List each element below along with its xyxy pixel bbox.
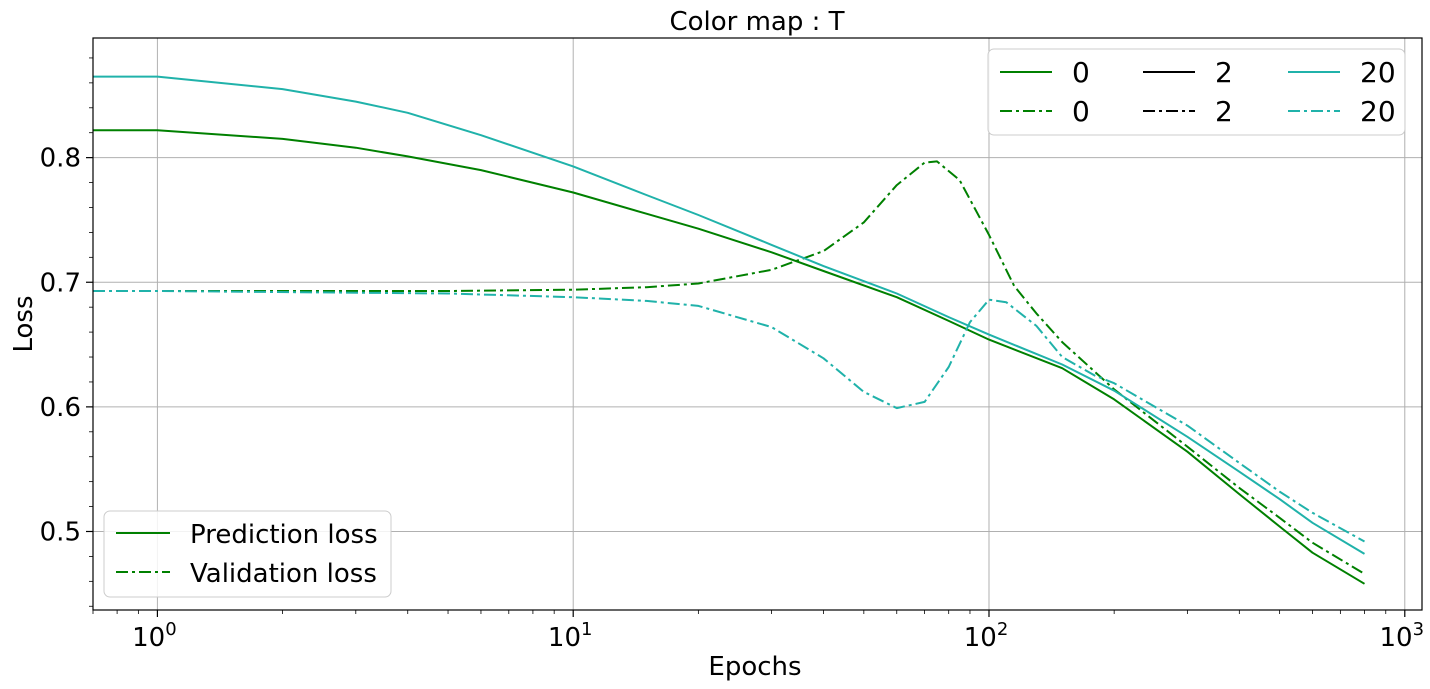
x-tick-label: 100 xyxy=(132,619,177,653)
series-legend: 0 0 2 2 20 20 xyxy=(987,48,1406,136)
style-legend-label: Validation loss xyxy=(190,559,377,589)
series-line-20-prediction xyxy=(93,75,1366,555)
legend-label: 0 xyxy=(1072,95,1090,128)
x-tick-label: 103 xyxy=(1380,619,1425,653)
legend-label: 20 xyxy=(1360,95,1396,128)
y-tick-label: 0.6 xyxy=(40,393,81,423)
series-line-0-validation xyxy=(93,160,1366,575)
x-axis-label: Epochs xyxy=(708,652,801,682)
line-style-legend: Prediction loss Validation loss xyxy=(103,510,392,598)
series-line-20-validation xyxy=(93,290,1365,543)
plot-area-frame xyxy=(92,37,1423,611)
x-tick-label: 102 xyxy=(964,619,1009,653)
legend-label: 0 xyxy=(1072,56,1090,89)
y-axis-label: Loss xyxy=(9,295,39,352)
series-line-0-prediction xyxy=(93,129,1366,585)
legend-label: 2 xyxy=(1215,95,1233,128)
x-tick-label: 101 xyxy=(548,619,593,653)
legend-label: 20 xyxy=(1360,56,1396,89)
y-tick-label: 0.5 xyxy=(40,517,81,547)
style-legend-label: Prediction loss xyxy=(190,520,378,550)
legend-label: 2 xyxy=(1215,56,1233,89)
y-tick-label: 0.7 xyxy=(40,268,81,298)
y-tick-label: 0.8 xyxy=(40,144,81,174)
chart-title: Color map : T xyxy=(669,7,844,37)
